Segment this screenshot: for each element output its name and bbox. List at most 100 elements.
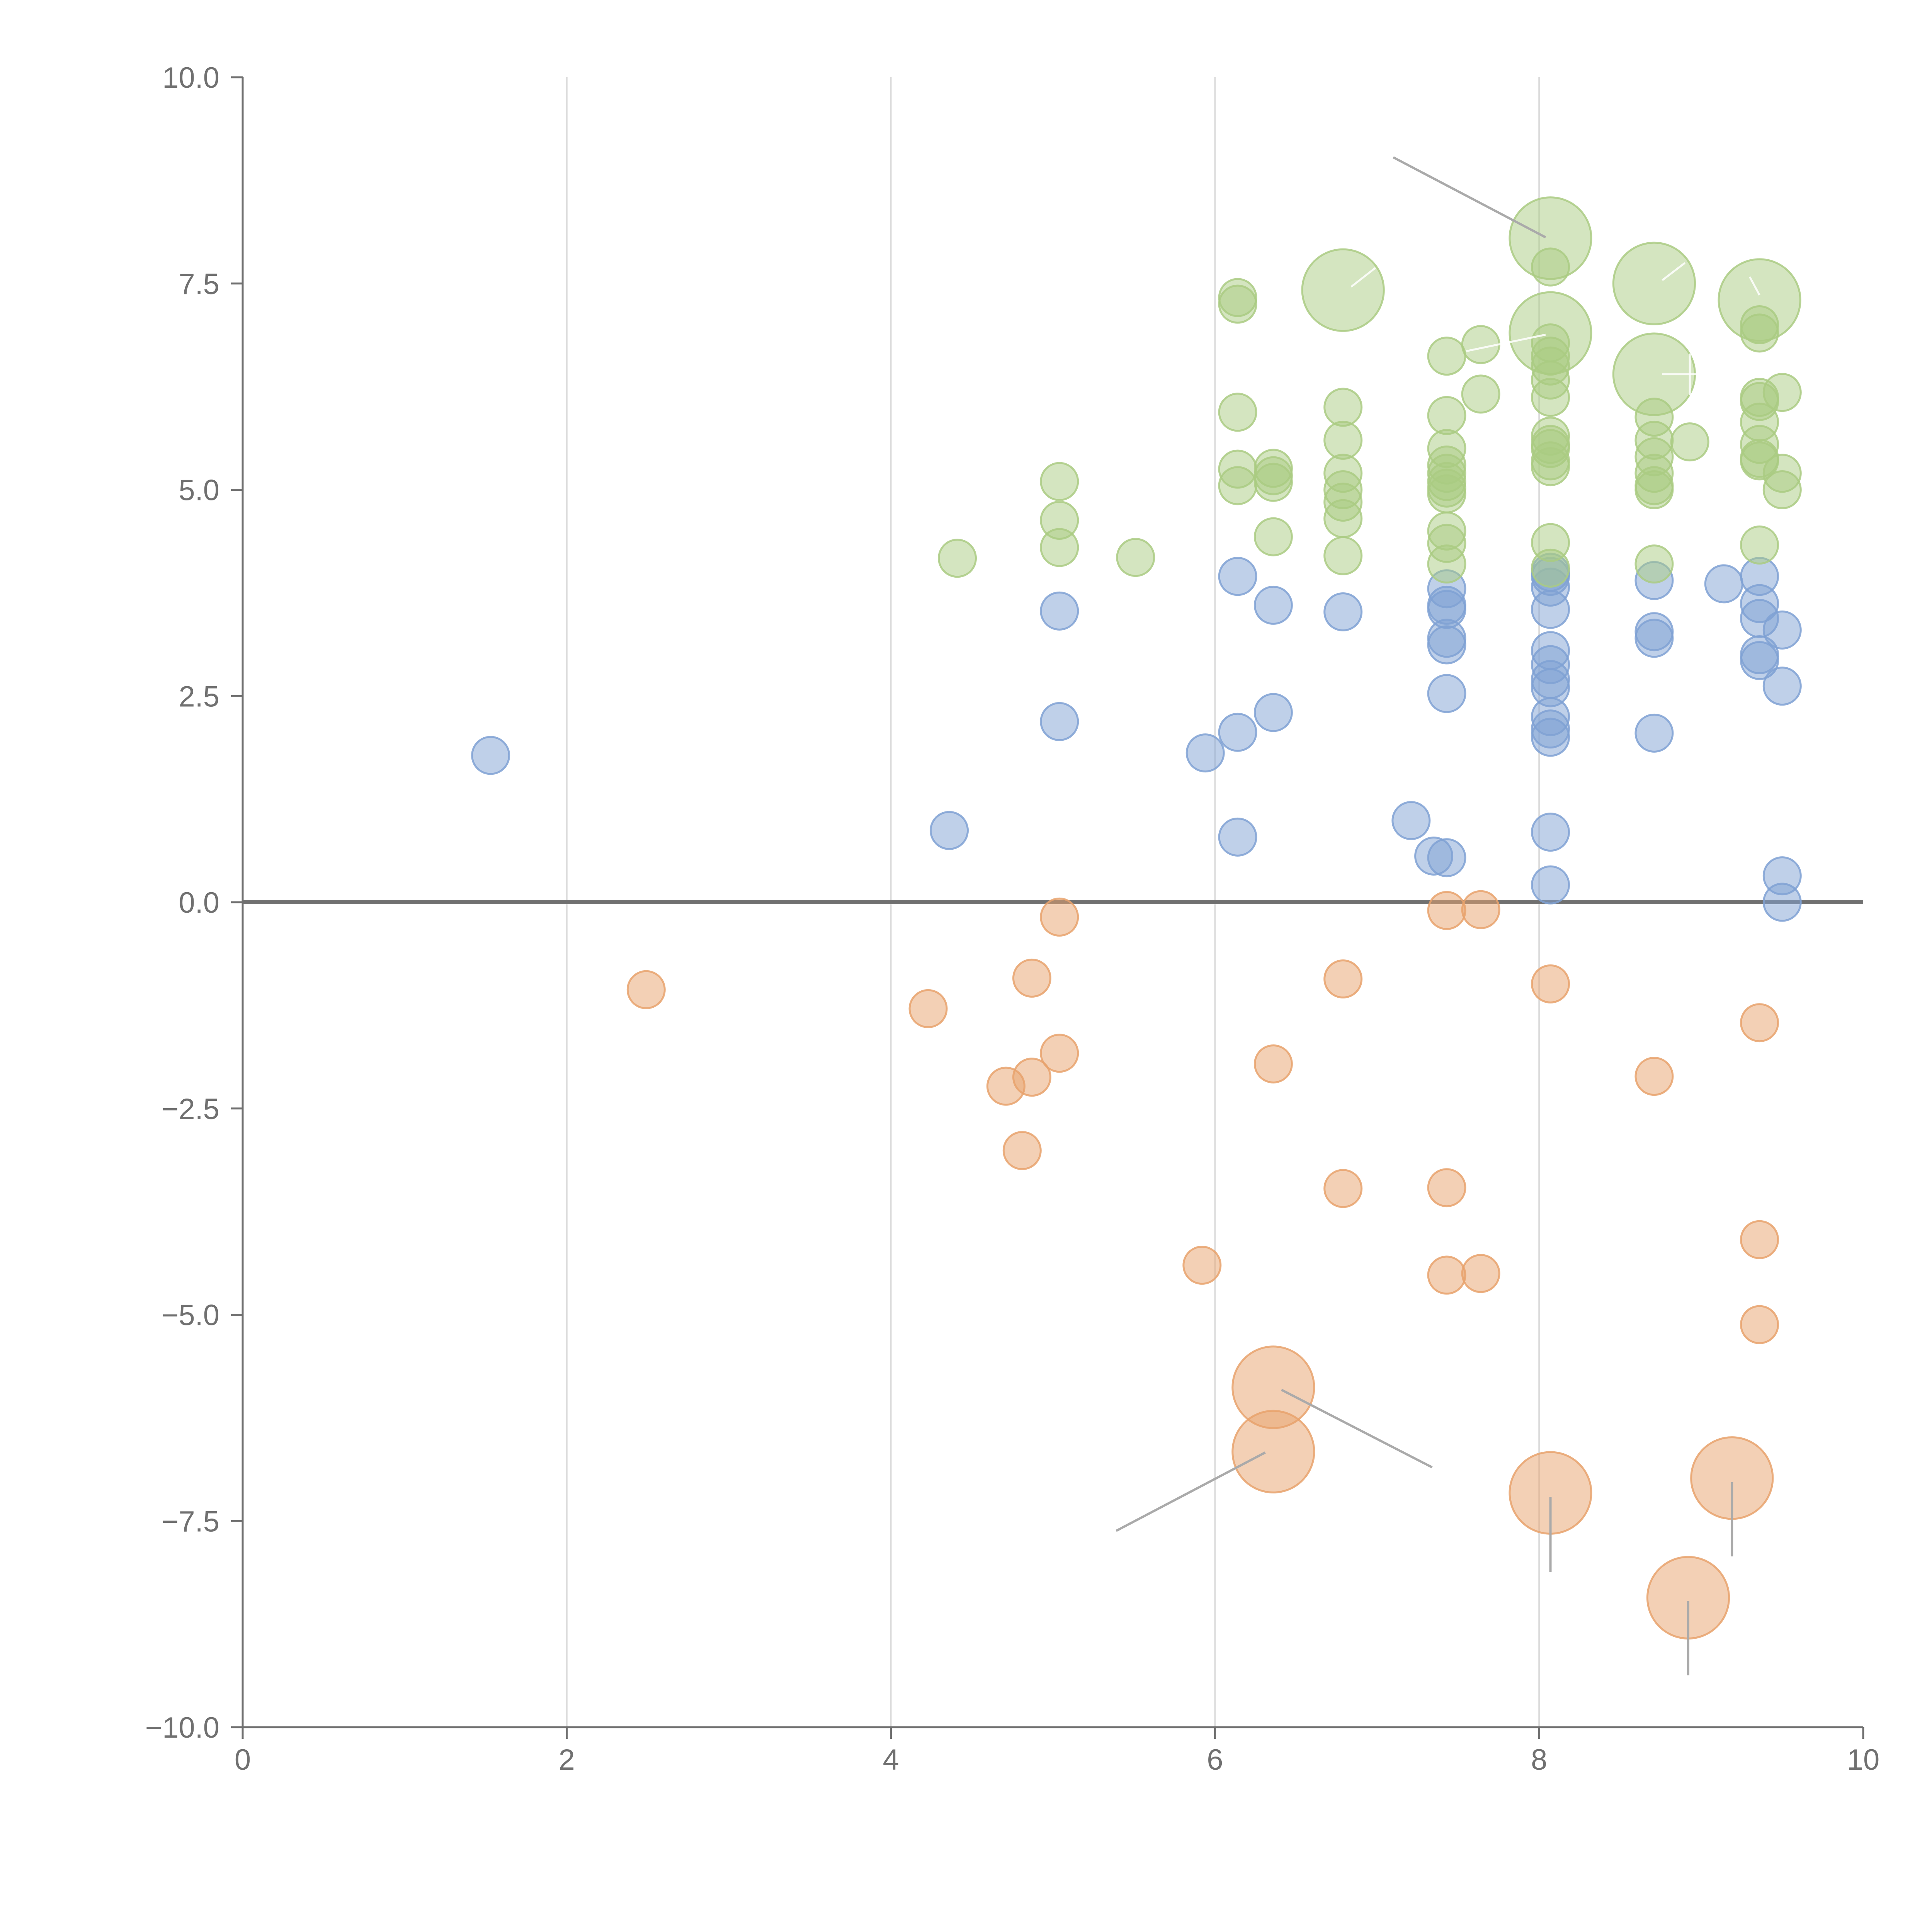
data-point-orange [1740,1305,1779,1344]
data-point-green [1218,466,1257,505]
data-point-orange [1634,1056,1674,1096]
data-point-blue [1218,557,1257,596]
data-point-blue [1323,592,1363,631]
data-point-orange [1427,891,1466,930]
data-point-orange [1040,897,1079,937]
data-point-green [1323,388,1363,427]
data-point-orange [1231,1410,1315,1494]
data-point-orange [626,970,666,1009]
data-point-green [1427,544,1466,584]
data-point-blue [1762,883,1802,922]
data-point-green [1427,396,1466,435]
data-point-green [1531,378,1570,417]
data-point-orange [1002,1131,1042,1170]
data-point-blue [1253,585,1293,625]
x-tick-label: 0 [235,1743,251,1776]
annotation-leader-line [1662,262,1686,281]
series-green [938,196,1802,588]
data-point-blue [1634,619,1674,658]
data-point-blue [1704,564,1743,604]
data-point-green [1531,548,1570,588]
data-point-orange [1531,964,1570,1003]
series-orange [626,890,1779,1639]
y-tick-label: −2.5 [162,1093,219,1126]
data-point-blue [1218,817,1257,857]
data-point-green [1461,374,1500,414]
series-blue [471,553,1802,922]
data-point-blue [1427,838,1466,878]
x-tick-label: 2 [559,1743,575,1776]
data-point-orange [1253,1044,1293,1083]
y-tick-label: 7.5 [179,268,219,301]
data-point-green [1718,258,1801,342]
annotation-leader-line [1393,156,1546,238]
data-point-orange [1461,890,1500,929]
data-point-green [1253,517,1293,556]
data-point-orange [908,989,948,1028]
data-point-orange [1323,959,1363,999]
x-tick-label: 6 [1207,1743,1223,1776]
data-point-green [1634,544,1674,584]
y-tick-label: −7.5 [162,1505,219,1538]
data-point-blue [1531,718,1570,757]
data-point-green [1762,373,1802,412]
y-tick-label: 0.0 [179,886,219,919]
axes: 0 2 4 6 8 10 −10.0 −7.5 −5.0 −2.5 0.0 2.5 5.0 7.5 10.0 [145,61,1880,1776]
data-point-orange [1461,1254,1500,1293]
data-points [471,196,1802,1639]
data-point-orange [1182,1245,1222,1285]
data-point-blue [1253,693,1293,732]
data-point-orange [1740,1003,1779,1043]
y-tick-label: 5.0 [179,474,219,507]
data-point-orange [1740,1220,1779,1259]
data-point-green [938,539,977,578]
data-point-blue [1762,667,1802,706]
data-point-green [1323,536,1363,575]
data-point-green [1762,470,1802,509]
data-point-blue [1427,625,1466,665]
data-point-orange [1323,1169,1363,1208]
data-point-green [1323,499,1363,538]
x-tick-label: 8 [1531,1743,1547,1776]
data-point-green [1040,462,1079,501]
x-tick-label: 10 [1847,1743,1880,1776]
data-point-orange [1040,1034,1079,1073]
y-tick-label: −5.0 [162,1299,219,1332]
data-point-green [1427,474,1466,514]
annotation-leader-line [1281,1389,1433,1469]
data-point-green [1116,538,1155,577]
data-point-orange [1427,1255,1466,1295]
data-point-blue [1740,641,1779,680]
data-point-green [1509,196,1592,280]
data-point-green [1323,420,1363,460]
data-point-blue [1762,610,1802,650]
data-point-blue [1531,590,1570,629]
x-tick-label: 4 [883,1743,899,1776]
data-point-blue [1634,713,1674,753]
data-point-orange [1012,958,1051,998]
data-point-green [1634,470,1674,509]
data-point-green [1301,248,1385,332]
data-point-green [1218,393,1257,432]
data-point-green [1427,337,1466,376]
data-point-blue [930,811,969,850]
data-point-orange [1427,1168,1466,1208]
y-tick-label: −10.0 [145,1711,219,1744]
annotation-leader-line [1350,267,1376,288]
data-point-green [1612,242,1696,325]
data-point-blue [1040,702,1079,741]
data-point-green [1740,526,1779,565]
data-point-orange [1012,1058,1051,1097]
annotation-leader-line [1116,1451,1266,1532]
data-point-blue [1531,865,1570,905]
data-point-green [1531,447,1570,486]
y-tick-label: 10.0 [162,61,219,94]
data-point-green [1509,291,1592,375]
data-point-blue [471,736,510,775]
data-point-green [1218,284,1257,324]
data-point-blue [1185,733,1225,773]
data-point-blue [1391,801,1431,840]
data-point-blue [1040,591,1079,631]
annotation-leader-line [1466,333,1546,352]
